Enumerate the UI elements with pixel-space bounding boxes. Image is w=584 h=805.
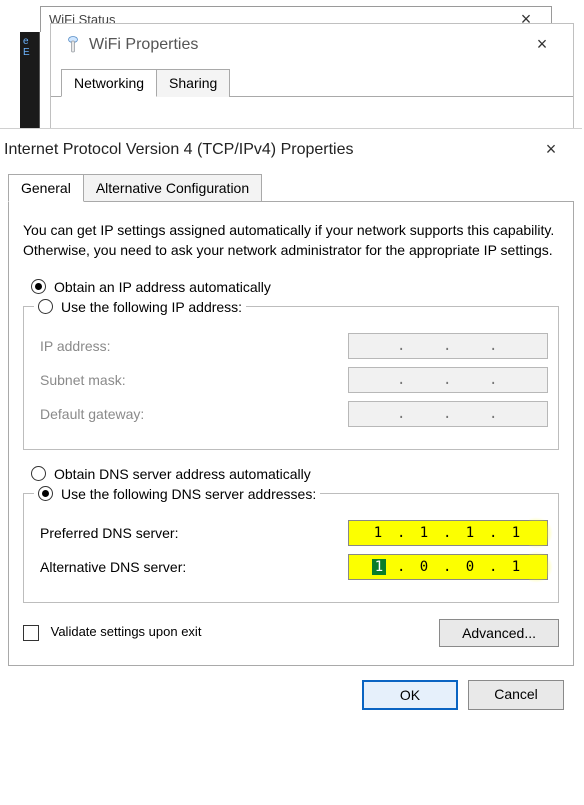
dns-manual-group: Use the following DNS server addresses: … <box>23 486 559 603</box>
radio-label: Use the following DNS server addresses: <box>61 486 316 502</box>
intro-text: You can get IP settings assigned automat… <box>23 220 559 261</box>
ok-button[interactable]: OK <box>362 680 458 710</box>
row-preferred-dns: Preferred DNS server: 1. 1. 1. 1 <box>40 520 548 546</box>
ipv4-properties-dialog: Internet Protocol Version 4 (TCP/IPv4) P… <box>0 128 582 803</box>
dialog-footer: OK Cancel <box>0 666 582 712</box>
wifi-properties-tabs: Networking Sharing <box>61 69 573 97</box>
tab-panel-general: You can get IP settings assigned automat… <box>8 201 574 666</box>
radio-icon <box>31 279 46 294</box>
field-label: Subnet mask: <box>40 372 126 388</box>
alternative-dns-input[interactable]: 1. 0. 0. 1 <box>348 554 548 580</box>
ip-manual-group: Use the following IP address: IP address… <box>23 299 559 450</box>
tab-alternative-configuration[interactable]: Alternative Configuration <box>84 174 262 202</box>
ipv4-tabs: General Alternative Configuration <box>8 174 582 202</box>
radio-icon <box>38 486 53 501</box>
field-label: Preferred DNS server: <box>40 525 178 541</box>
radio-icon <box>31 466 46 481</box>
validate-label: Validate settings upon exit <box>51 624 202 639</box>
radio-label: Obtain an IP address automatically <box>54 279 271 295</box>
radio-label: Use the following IP address: <box>61 299 242 315</box>
default-gateway-input: ... <box>348 401 548 427</box>
tab-general[interactable]: General <box>8 174 84 202</box>
preferred-dns-input[interactable]: 1. 1. 1. 1 <box>348 520 548 546</box>
checkbox-icon <box>23 625 39 641</box>
tab-sharing[interactable]: Sharing <box>157 69 230 97</box>
row-subnet-mask: Subnet mask: ... <box>40 367 548 393</box>
wifi-icon <box>65 36 81 54</box>
radio-obtain-dns-auto[interactable]: Obtain DNS server address automatically <box>31 466 559 482</box>
close-icon[interactable]: × <box>534 139 568 160</box>
tab-networking[interactable]: Networking <box>61 69 157 97</box>
field-label: IP address: <box>40 338 111 354</box>
row-default-gateway: Default gateway: ... <box>40 401 548 427</box>
wifi-properties-title: WiFi Properties <box>89 36 198 54</box>
wifi-properties-window: WiFi Properties × Networking Sharing <box>50 23 574 131</box>
background-app-strip: e E <box>20 32 40 132</box>
validate-checkbox[interactable]: Validate settings upon exit <box>23 624 201 641</box>
ip-address-input: ... <box>348 333 548 359</box>
dialog-title: Internet Protocol Version 4 (TCP/IPv4) P… <box>4 141 353 159</box>
subnet-mask-input: ... <box>348 367 548 393</box>
row-alternative-dns: Alternative DNS server: 1. 0. 0. 1 <box>40 554 548 580</box>
close-icon[interactable]: × <box>525 34 559 55</box>
cancel-button[interactable]: Cancel <box>468 680 564 710</box>
radio-use-dns-manual[interactable]: Use the following DNS server addresses: <box>38 486 316 502</box>
radio-icon <box>38 299 53 314</box>
radio-use-ip-manual[interactable]: Use the following IP address: <box>38 299 242 315</box>
radio-obtain-ip-auto[interactable]: Obtain an IP address automatically <box>31 279 559 295</box>
field-label: Alternative DNS server: <box>40 559 186 575</box>
field-label: Default gateway: <box>40 406 144 422</box>
advanced-button[interactable]: Advanced... <box>439 619 559 647</box>
radio-label: Obtain DNS server address automatically <box>54 466 311 482</box>
row-ip-address: IP address: ... <box>40 333 548 359</box>
